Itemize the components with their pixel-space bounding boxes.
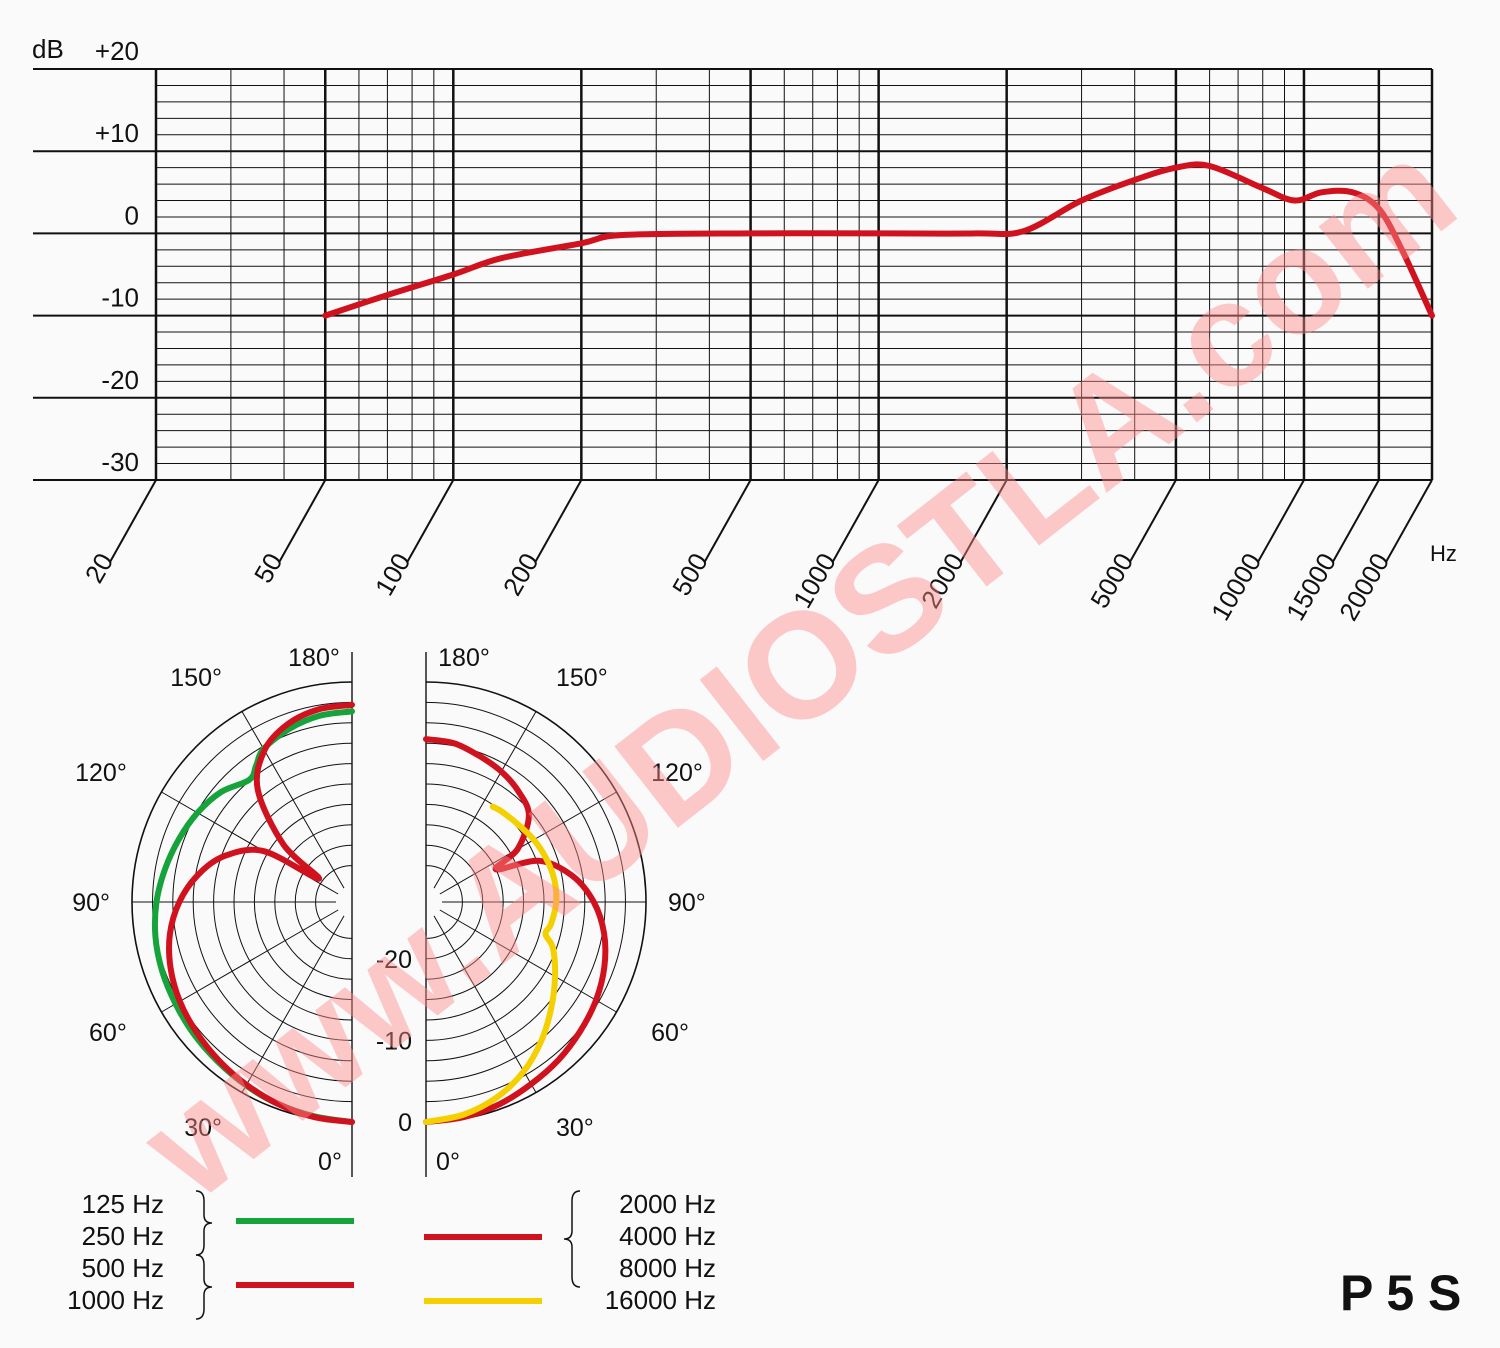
polar-level-label: 0 (398, 1109, 412, 1137)
polar-angle-label: 0° (318, 1148, 342, 1176)
legend-label: 16000 Hz (605, 1285, 716, 1315)
polar-angle-label: 180° (288, 644, 340, 672)
x-tick-mark (406, 479, 455, 563)
x-tick-label: 5000 (1084, 548, 1139, 613)
polar-curves (151, 701, 609, 1125)
x-tick-mark (831, 479, 880, 563)
legend-label: 4000 Hz (619, 1221, 716, 1251)
polar-spoke (433, 711, 537, 889)
x-tick-mark (534, 479, 583, 563)
legend-label: 125 Hz (82, 1189, 164, 1219)
polar-angle-label: 150° (170, 664, 222, 692)
legend-label: 2000 Hz (619, 1189, 716, 1219)
polar-pattern-chart: 180° 150° 120° 90° 60° 30° 0° 180° 150° 120° 90° 60… (72, 644, 706, 1177)
polar-level-label: -10 (376, 1027, 412, 1055)
x-axis-unit-label: Hz (1430, 541, 1457, 566)
polar-angle-labels: 180° 150° 120° 90° 60° 30° 0° 180° 150° 120° 90° 60… (72, 644, 706, 1176)
x-tick-label: 15000 (1280, 548, 1342, 626)
x-tick-mark (1257, 479, 1305, 563)
frequency-response-chart: dB +20+100-10-20-30 20 50 100 200 500 1000 200… (32, 34, 1457, 626)
polar-angle-label: 60° (651, 1019, 689, 1047)
legend-brace (195, 1190, 213, 1256)
polar-curve (166, 701, 355, 1125)
legend-label: 8000 Hz (619, 1253, 716, 1283)
x-tick-label: 20 (79, 548, 119, 588)
y-tick-label: -30 (101, 447, 139, 477)
y-tick-label: -10 (101, 283, 139, 313)
polar-level-labels: 0 -10 -20 (376, 946, 412, 1137)
x-tick-mark (959, 479, 1008, 563)
y-tick-label: +10 (95, 118, 139, 148)
polar-curve (423, 803, 560, 1125)
polar-spoke (241, 711, 345, 889)
x-tick-label: 10000 (1205, 548, 1267, 626)
legend-label: 500 Hz (82, 1253, 164, 1283)
y-tick-label: 0 (125, 200, 139, 230)
x-tick-label: 20000 (1333, 548, 1395, 626)
frequency-response-curve (322, 161, 1435, 319)
x-tick-mark (1129, 479, 1177, 563)
x-tick-mark (703, 479, 752, 563)
polar-angle-label: 60° (89, 1019, 127, 1047)
y-tick-labels: +20 +10 0 -10 -20 -30 (95, 36, 139, 477)
polar-spoke (439, 791, 617, 895)
polar-angle-label: 90° (668, 889, 706, 917)
polar-spoke (433, 915, 537, 1093)
polar-angle-label: 0° (436, 1148, 460, 1176)
polar-angle-label: 180° (438, 644, 490, 672)
x-tick-label: 50 (248, 548, 288, 588)
polar-spoke (161, 909, 339, 1013)
x-tick-label: 500 (666, 548, 714, 601)
polar-spoke (439, 909, 617, 1013)
x-tick-label: 100 (369, 548, 417, 601)
legend-brace (563, 1190, 581, 1288)
polar-angle-label: 90° (72, 889, 110, 917)
y-axis-unit-label: dB (32, 34, 64, 64)
x-tick-mark (1331, 479, 1380, 563)
polar-level-label: -20 (376, 946, 412, 974)
y-tick-label: -20 (101, 365, 139, 395)
x-tick-mark (278, 479, 327, 563)
polar-angle-label: 30° (556, 1114, 594, 1142)
x-tick-mark (1385, 479, 1433, 563)
polar-angle-label: 30° (184, 1114, 222, 1142)
legend-brace (195, 1254, 213, 1320)
x-tick-mark (109, 479, 157, 563)
model-name: P 5 S (1340, 1265, 1461, 1321)
polar-spoke (241, 915, 345, 1093)
legend-label: 1000 Hz (67, 1285, 164, 1315)
polar-angle-label: 120° (651, 759, 703, 787)
legend-label: 250 Hz (82, 1221, 164, 1251)
x-tick-label: 200 (497, 548, 545, 601)
polar-angle-label: 150° (556, 664, 608, 692)
polar-angle-label: 120° (75, 759, 127, 787)
y-tick-label: +20 (95, 36, 139, 66)
polar-curve (423, 736, 609, 1125)
